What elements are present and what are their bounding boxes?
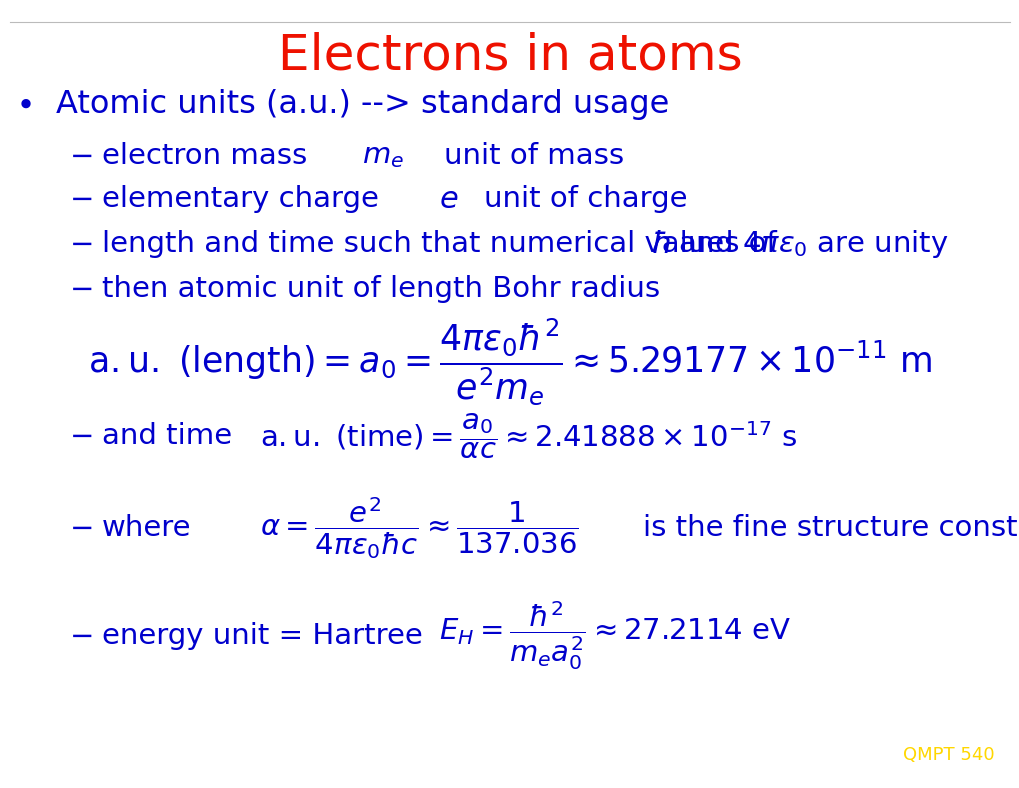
Text: and $4\pi\epsilon_0$ are unity: and $4\pi\epsilon_0$ are unity [678, 229, 948, 260]
Text: $m_e$: $m_e$ [362, 142, 404, 170]
Text: length and time such that numerical values of: length and time such that numerical valu… [102, 230, 776, 258]
Text: $E_H = \dfrac{\hbar^2}{m_e a_0^2} \approx 27.2114\ \mathrm{eV}$: $E_H = \dfrac{\hbar^2}{m_e a_0^2} \appro… [438, 600, 790, 672]
Text: $-$: $-$ [69, 275, 93, 303]
Text: and time: and time [102, 422, 232, 450]
Text: electron mass: electron mass [102, 142, 307, 170]
Text: QMPT 540: QMPT 540 [902, 746, 994, 764]
Text: then atomic unit of length Bohr radius: then atomic unit of length Bohr radius [102, 275, 659, 303]
Text: is the fine structure constant: is the fine structure constant [642, 514, 1019, 542]
Text: $\mathrm{a.u.}\ (\mathrm{length}) = a_0 = \dfrac{4\pi\epsilon_0\hbar^2}{e^2 m_e}: $\mathrm{a.u.}\ (\mathrm{length}) = a_0 … [88, 317, 931, 408]
Text: unit of charge: unit of charge [484, 185, 688, 214]
Text: $-$: $-$ [69, 230, 93, 258]
Text: elementary charge: elementary charge [102, 185, 378, 214]
Text: Electrons in atoms: Electrons in atoms [277, 32, 742, 79]
Text: $\mathrm{a.u.}\ (\mathrm{time}) = \dfrac{a_0}{\alpha c}\approx 2.41888 \times 10: $\mathrm{a.u.}\ (\mathrm{time}) = \dfrac… [260, 411, 797, 461]
Text: Atomic units (a.u.) --> standard usage: Atomic units (a.u.) --> standard usage [56, 88, 668, 120]
Text: energy unit = Hartree: energy unit = Hartree [102, 622, 422, 650]
Text: $-$: $-$ [69, 514, 93, 542]
Text: $\bullet$: $\bullet$ [15, 88, 32, 120]
Text: $-$: $-$ [69, 622, 93, 650]
Text: $-$: $-$ [69, 422, 93, 450]
Text: unit of mass: unit of mass [443, 142, 624, 170]
Text: $-$: $-$ [69, 142, 93, 170]
Text: $-$: $-$ [69, 185, 93, 214]
Text: $e$: $e$ [438, 185, 458, 214]
Text: where: where [102, 514, 192, 542]
Text: $\hbar$: $\hbar$ [650, 230, 669, 258]
Text: $\alpha = \dfrac{e^2}{4\pi\epsilon_0\hbar c} \approx \dfrac{1}{137.036}$: $\alpha = \dfrac{e^2}{4\pi\epsilon_0\hba… [260, 495, 578, 561]
